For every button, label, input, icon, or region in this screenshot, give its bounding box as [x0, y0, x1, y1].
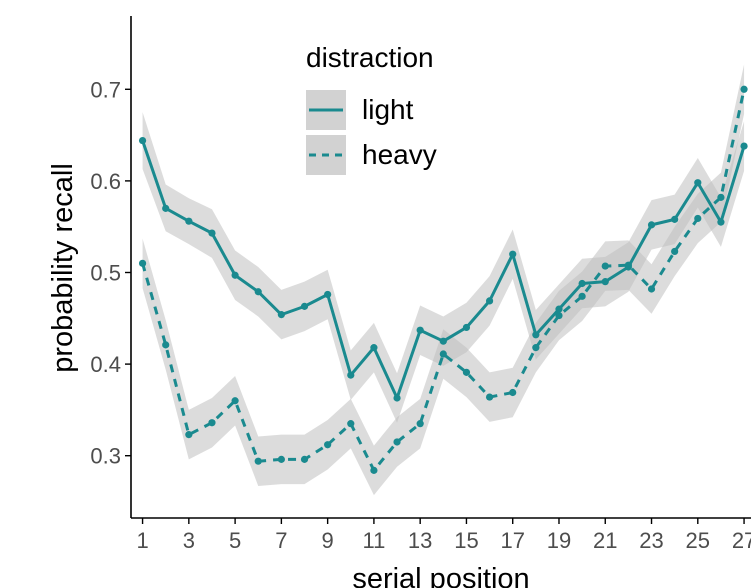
point-light [601, 278, 609, 286]
point-heavy [439, 350, 447, 358]
y-tick-label: 0.6 [90, 169, 121, 194]
point-light [555, 305, 563, 313]
point-light [208, 229, 216, 237]
point-heavy [324, 441, 332, 449]
point-heavy [740, 85, 748, 93]
x-axis-label: serial position [352, 563, 529, 588]
point-light [717, 218, 725, 226]
x-tick-label: 5 [229, 528, 241, 553]
point-heavy [138, 259, 147, 267]
y-axis-label: probability recall [47, 163, 79, 373]
point-heavy [277, 455, 285, 463]
series-points [138, 85, 748, 474]
point-light [254, 288, 262, 296]
x-tick-label: 11 [362, 528, 385, 553]
x-tick-label: 27 [732, 528, 751, 553]
point-heavy [393, 438, 401, 446]
legend-label-heavy: heavy [362, 139, 437, 170]
point-heavy [671, 247, 679, 256]
x-tick-label: 1 [136, 528, 148, 553]
x-tick-label: 9 [322, 528, 334, 553]
point-light [694, 179, 702, 187]
point-heavy [370, 466, 378, 474]
x-tick-label: 13 [408, 528, 432, 553]
legend-title: distraction [306, 42, 434, 73]
y-tick-label: 0.7 [90, 77, 121, 102]
x-tick-label: 21 [593, 528, 617, 553]
ribbon-heavy [142, 64, 745, 496]
x-tick-label: 25 [686, 528, 710, 553]
point-heavy [601, 262, 609, 270]
point-light [347, 371, 355, 379]
point-light [509, 250, 517, 258]
y-tick-label: 0.3 [90, 444, 121, 469]
y-tick-label: 0.4 [90, 352, 121, 377]
point-light [185, 217, 193, 225]
x-tick-label: 7 [275, 528, 287, 553]
line-heavy [141, 88, 746, 472]
point-heavy [532, 344, 540, 352]
legend-label-light: light [362, 94, 414, 125]
point-heavy [162, 341, 170, 349]
x-axis-ticks: 1 3 5 7 9 11 13 15 17 19 21 23 25 27 [136, 518, 751, 553]
point-heavy [254, 457, 262, 465]
y-axis-ticks: 0.3 0.4 0.5 0.6 0.7 [90, 77, 131, 469]
x-tick-label: 3 [183, 528, 195, 553]
point-heavy [509, 388, 517, 397]
y-tick-label: 0.5 [90, 260, 121, 285]
point-light [324, 290, 332, 299]
point-heavy [300, 455, 309, 463]
x-tick-label: 19 [547, 528, 571, 553]
legend: distraction light heavy [306, 42, 437, 175]
point-light [439, 337, 447, 345]
point-heavy [578, 292, 586, 300]
point-light [578, 279, 586, 288]
point-heavy [555, 311, 563, 320]
point-heavy [208, 419, 216, 427]
point-heavy [416, 420, 424, 428]
point-heavy [624, 261, 632, 269]
point-heavy [694, 214, 702, 223]
x-tick-label: 15 [454, 528, 478, 553]
point-heavy [647, 285, 656, 293]
point-light [532, 331, 540, 339]
confidence-ribbons [142, 64, 745, 496]
point-heavy [347, 420, 355, 428]
point-heavy [717, 193, 725, 201]
point-light [647, 221, 656, 229]
point-heavy [462, 368, 471, 376]
point-heavy [231, 397, 239, 405]
point-light [277, 311, 285, 319]
point-light [393, 394, 401, 402]
point-light [416, 326, 424, 334]
point-light [740, 142, 748, 150]
point-light [231, 271, 239, 279]
x-tick-label: 23 [639, 528, 663, 553]
x-tick-label: 17 [500, 528, 524, 553]
point-light [300, 302, 309, 310]
point-light [138, 136, 147, 145]
point-light [370, 344, 378, 352]
point-light [671, 215, 679, 223]
point-light [162, 204, 170, 212]
point-light [462, 323, 471, 332]
point-heavy [185, 431, 193, 439]
point-light [485, 297, 494, 305]
point-heavy [485, 393, 494, 401]
